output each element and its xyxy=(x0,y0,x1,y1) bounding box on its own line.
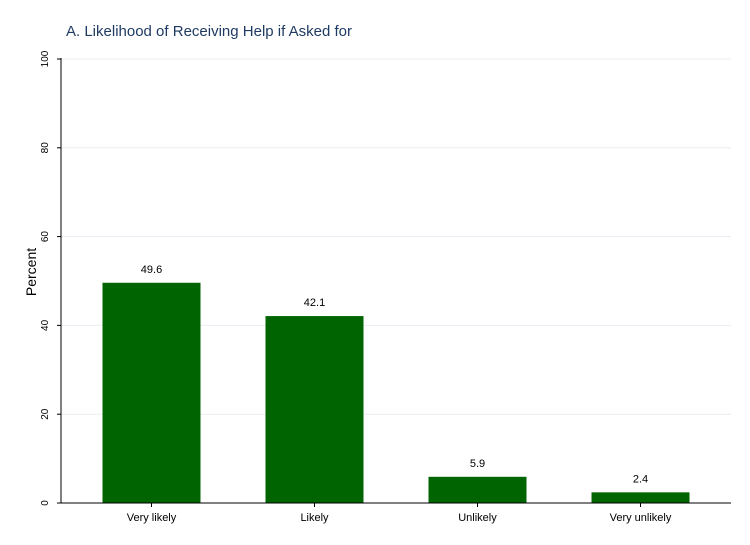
bars xyxy=(102,282,690,503)
x-tick-label: Likely xyxy=(300,512,329,524)
x-ticks: Very likely Likely Unlikely Very unlikely xyxy=(127,503,672,524)
x-tick-label: Very unlikely xyxy=(610,512,672,524)
bar xyxy=(102,282,201,503)
y-tick-label: 0 xyxy=(40,500,51,506)
y-axis-label: Percent xyxy=(23,248,39,296)
y-tick-label: 100 xyxy=(40,50,51,67)
y-tick-label: 80 xyxy=(40,142,51,154)
bar xyxy=(591,492,690,503)
y-tick-label: 40 xyxy=(40,319,51,331)
data-label: 5.9 xyxy=(470,458,485,470)
y-tick-label: 20 xyxy=(40,408,51,420)
y-tick-label: 60 xyxy=(40,231,51,243)
x-tick-label: Very likely xyxy=(127,512,177,524)
y-ticks: 0 20 40 60 80 100 xyxy=(40,50,61,506)
bar xyxy=(265,316,364,503)
data-label: 49.6 xyxy=(141,264,162,276)
data-label: 42.1 xyxy=(304,297,325,309)
chart-title: A. Likelihood of Receiving Help if Asked… xyxy=(66,23,352,40)
data-labels: 49.6 42.1 5.9 2.4 xyxy=(141,264,648,486)
bar xyxy=(428,476,527,503)
data-label: 2.4 xyxy=(633,473,648,485)
x-tick-label: Unlikely xyxy=(458,512,497,524)
